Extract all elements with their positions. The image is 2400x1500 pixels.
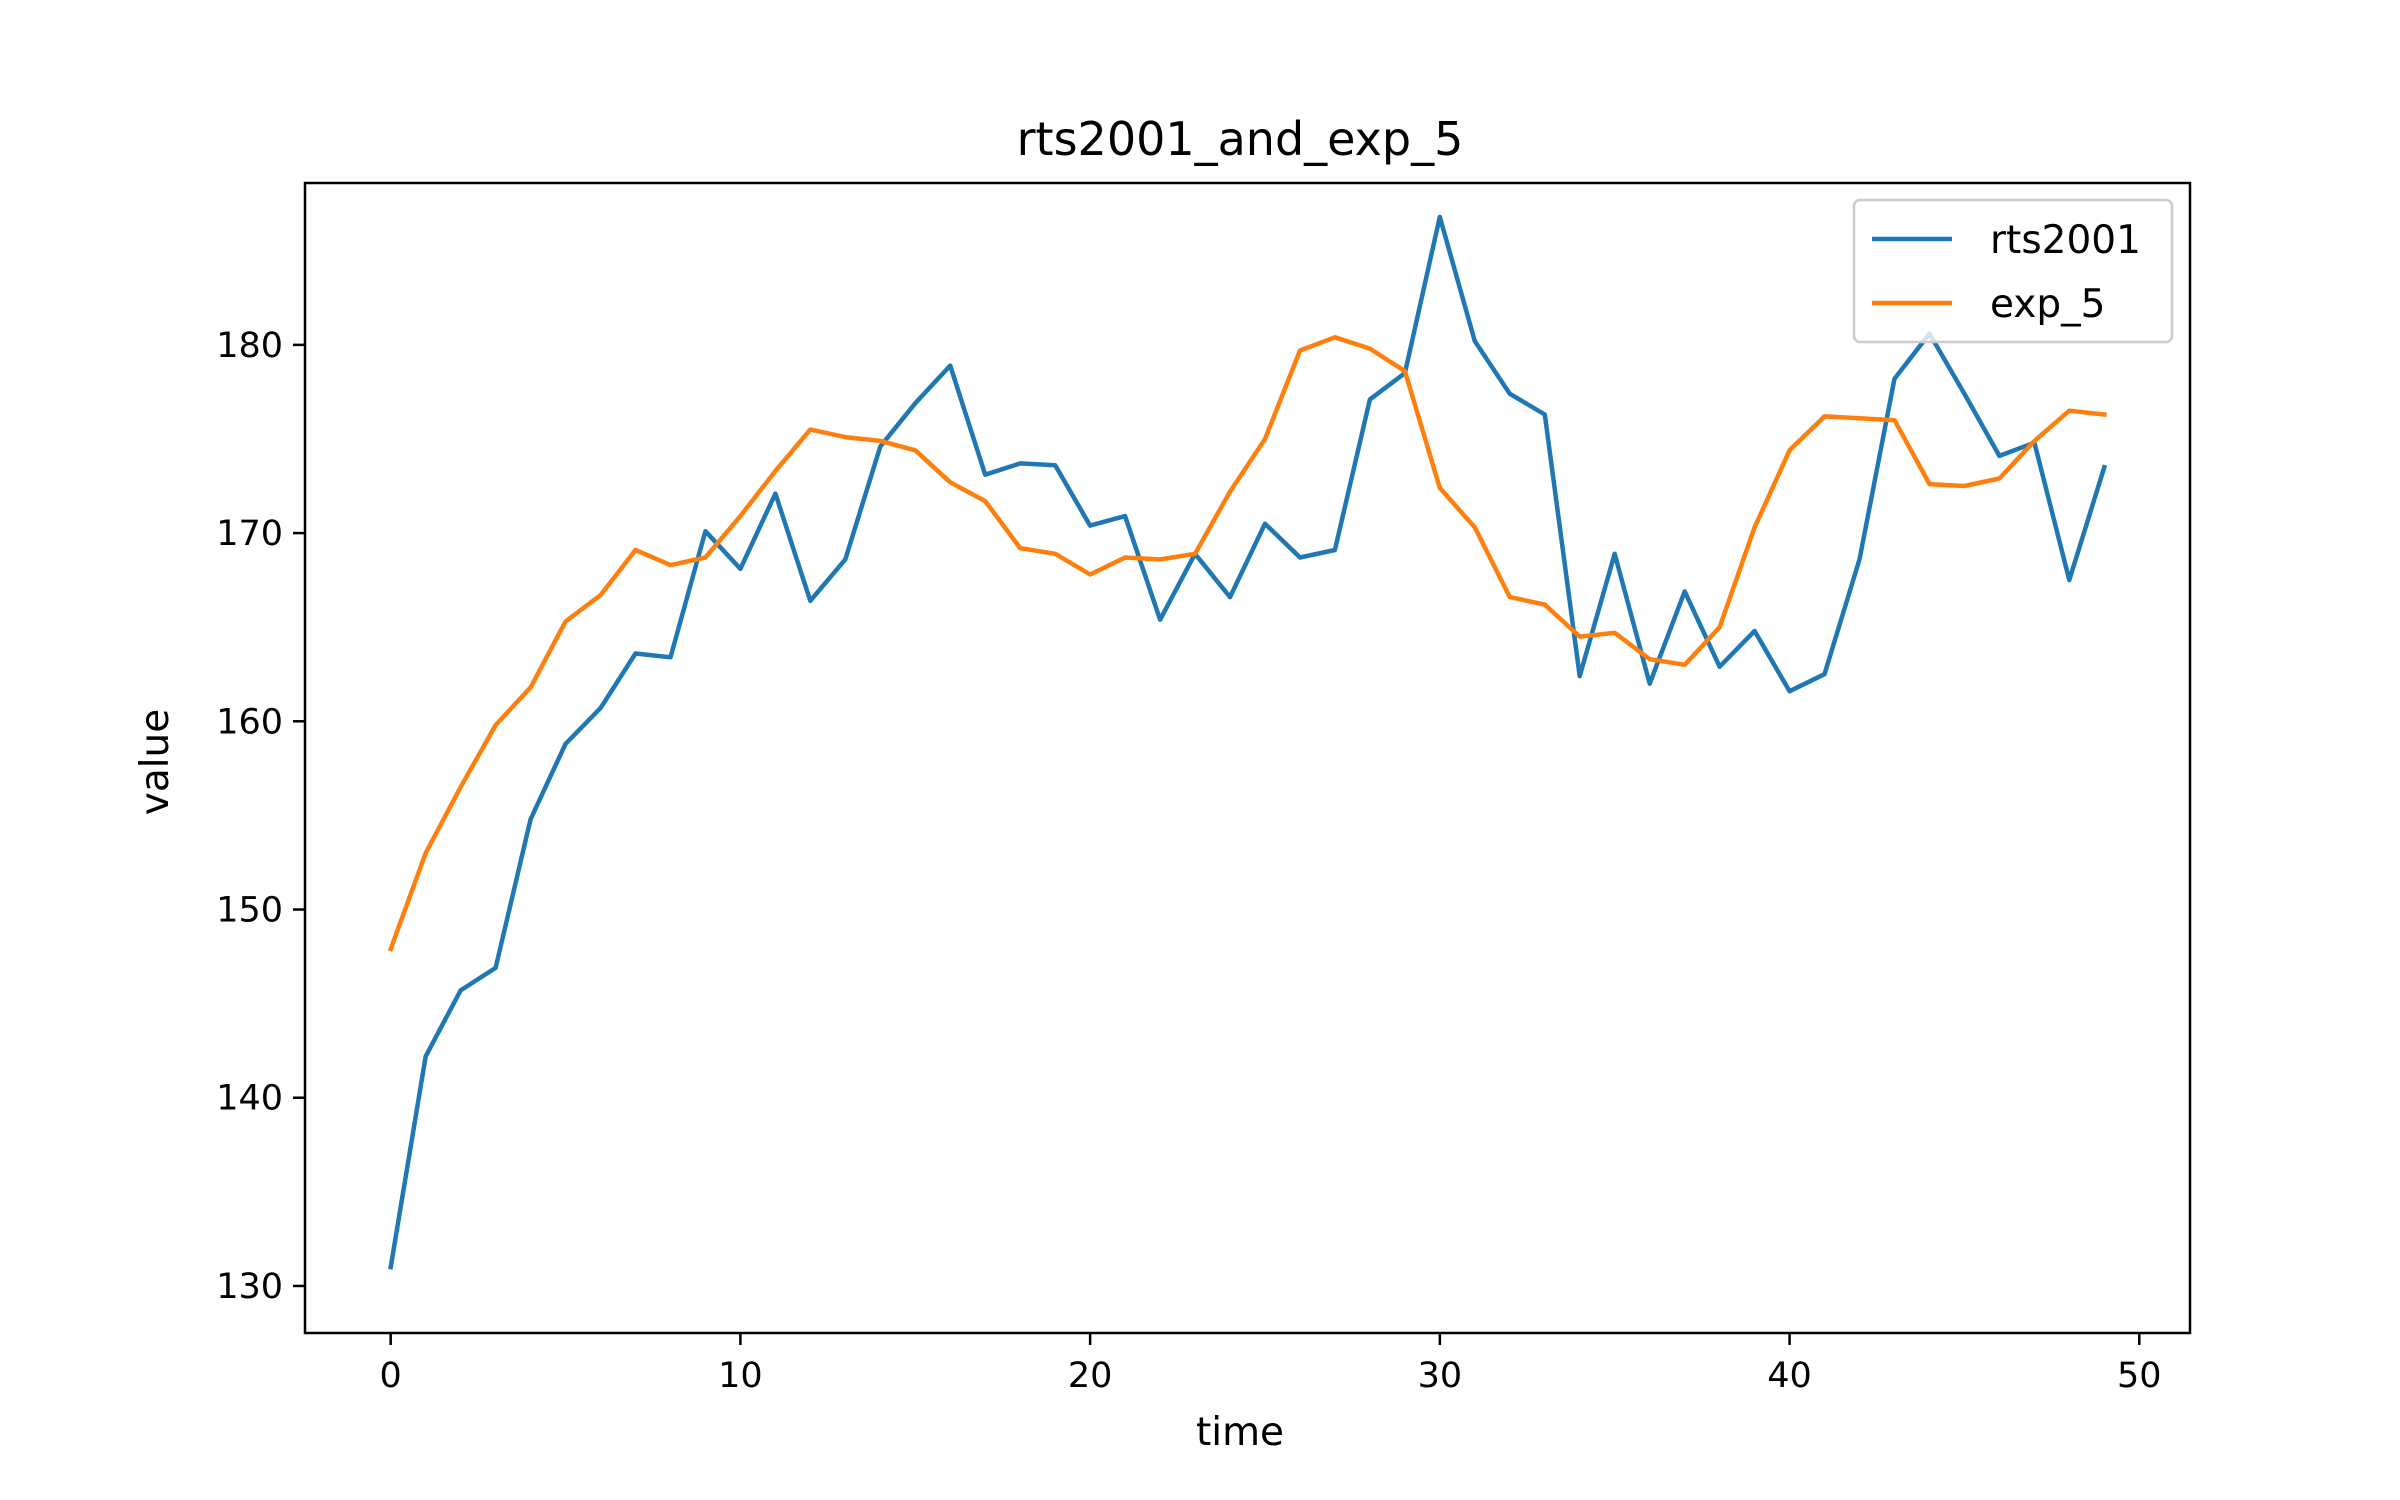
plot-area: 0 10 20 30 40 50 130 140 150 160 170 180	[216, 181, 2192, 1396]
chart-title: rts2001_and_exp_5	[1017, 112, 1464, 166]
axes-frame	[303, 181, 2192, 1335]
y-axis-title: value	[133, 709, 178, 816]
x-tick-label-20: 20	[1068, 1356, 1113, 1396]
x-tick-label-10: 10	[718, 1356, 763, 1396]
y-tick-label-170: 170	[216, 514, 283, 554]
series-line-exp-5	[387, 335, 2107, 952]
y-tick-label-160: 160	[216, 702, 283, 742]
series-line-rts2001	[388, 214, 2108, 1270]
y-tick-label-130: 130	[216, 1267, 283, 1307]
x-tick-label-0: 0	[380, 1356, 402, 1396]
legend-label-rts2001: rts2001	[1990, 218, 2141, 263]
y-tick-label-180: 180	[216, 326, 283, 366]
x-tick-label-30: 30	[1418, 1356, 1463, 1396]
x-axis-title: time	[1196, 1410, 1284, 1455]
y-tick-label-150: 150	[216, 891, 283, 931]
y-tick-label-140: 140	[216, 1079, 283, 1119]
x-tick-label-40: 40	[1767, 1356, 1812, 1396]
x-tick-label-50: 50	[2117, 1356, 2162, 1396]
legend-box	[1852, 198, 2174, 344]
legend-label-exp-5: exp_5	[1990, 282, 2105, 327]
legend: rts2001 exp_5	[1852, 198, 2174, 344]
